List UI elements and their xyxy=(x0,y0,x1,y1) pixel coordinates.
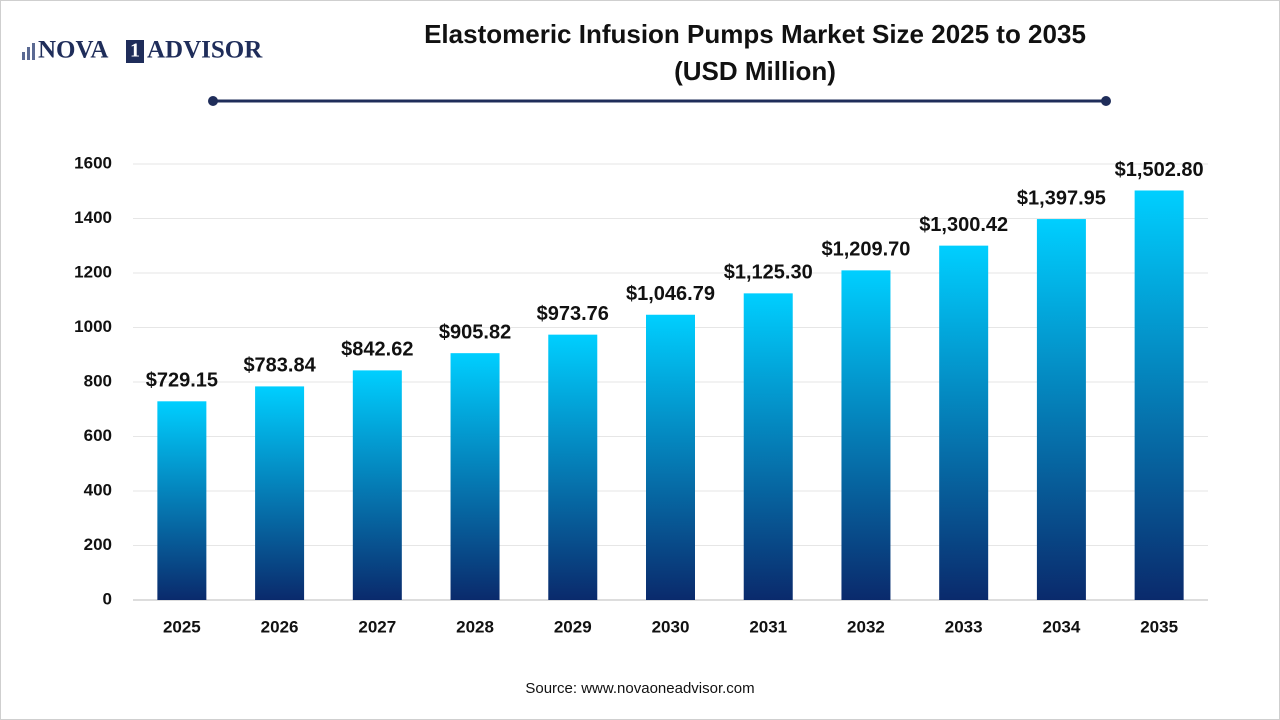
value-label: $1,209.70 xyxy=(821,239,910,261)
x-tick-label: 2033 xyxy=(945,617,983,636)
source: Source: www.novaoneadvisor.com xyxy=(525,680,754,697)
title-rule-dot xyxy=(1101,96,1111,106)
x-tick-label: 2030 xyxy=(652,617,690,636)
y-tick-label: 0 xyxy=(103,589,112,608)
y-tick-label: 1000 xyxy=(74,317,112,336)
bar xyxy=(255,386,305,600)
value-label: $1,502.80 xyxy=(1115,159,1204,181)
bar xyxy=(743,293,793,600)
value-label: $783.84 xyxy=(243,355,316,377)
x-tick-label: 2028 xyxy=(456,617,494,636)
logo-text: NOVA xyxy=(38,37,108,64)
value-label: $1,125.30 xyxy=(724,262,813,284)
bar xyxy=(646,314,695,600)
x-tick-label: 2029 xyxy=(554,617,592,636)
logo-text: ADVISOR xyxy=(147,37,263,64)
y-tick-label: 1600 xyxy=(74,153,112,172)
x-tick-label: 2027 xyxy=(358,617,396,636)
x-tick-label: 2034 xyxy=(1042,617,1080,636)
value-label: $973.76 xyxy=(537,303,609,325)
value-label: $1,046.79 xyxy=(626,283,715,305)
bar xyxy=(352,370,402,600)
logo-icon xyxy=(27,47,30,60)
bar xyxy=(548,334,598,600)
logo-icon xyxy=(32,43,35,60)
x-tick-label: 2031 xyxy=(749,617,787,636)
bar xyxy=(450,353,500,600)
y-tick-label: 200 xyxy=(84,535,112,554)
bar xyxy=(157,401,207,600)
value-label: $905.82 xyxy=(439,321,511,343)
y-tick-label: 600 xyxy=(84,426,112,445)
value-label: $1,300.42 xyxy=(919,214,1008,236)
x-tick-label: 2032 xyxy=(847,617,885,636)
x-tick-label: 2025 xyxy=(163,617,201,636)
y-tick-label: 400 xyxy=(84,480,112,499)
y-tick-label: 1400 xyxy=(74,208,112,227)
y-tick-label: 1200 xyxy=(74,262,112,281)
logo-box xyxy=(126,40,144,63)
value-label: $842.62 xyxy=(341,339,413,361)
title-rule-dot xyxy=(208,96,218,106)
chart-subtitle: (USD Million) xyxy=(674,56,836,86)
logo: NOVA 1 ADVISOR xyxy=(22,37,263,64)
bar xyxy=(1036,219,1086,600)
value-label: $1,397.95 xyxy=(1017,187,1106,209)
chart-title: Elastomeric Infusion Pumps Market Size 2… xyxy=(424,19,1086,49)
x-tick-label: 2026 xyxy=(261,617,299,636)
value-label: $729.15 xyxy=(146,370,218,392)
logo-mark: 1 xyxy=(130,40,140,62)
y-tick-label: 800 xyxy=(84,371,112,390)
x-tick-label: 2035 xyxy=(1140,617,1178,636)
bar xyxy=(1134,190,1184,600)
logo-icon xyxy=(22,52,25,60)
bar xyxy=(939,245,989,600)
bar xyxy=(841,270,891,600)
